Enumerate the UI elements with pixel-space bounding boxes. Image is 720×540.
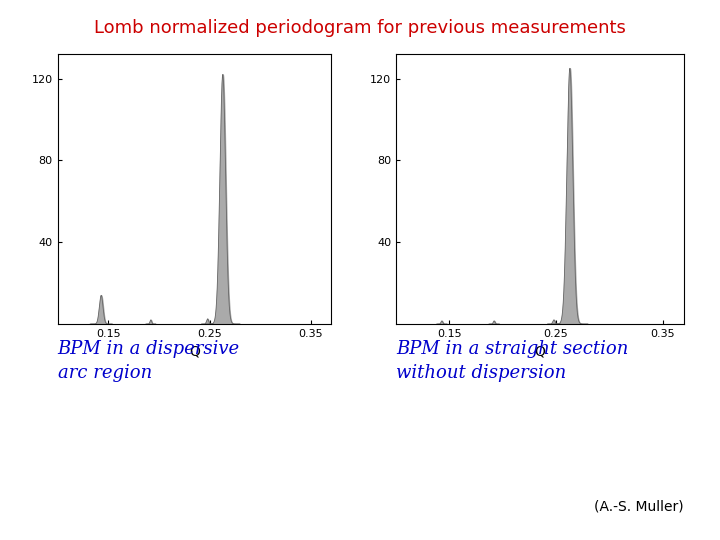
Text: BPM in a straight section
without dispersion: BPM in a straight section without disper… xyxy=(396,340,629,382)
Text: Lomb normalized periodogram for previous measurements: Lomb normalized periodogram for previous… xyxy=(94,19,626,37)
X-axis label: Q: Q xyxy=(189,345,200,359)
Text: BPM in a dispersive
arc region: BPM in a dispersive arc region xyxy=(58,340,240,382)
Text: (A.-S. Muller): (A.-S. Muller) xyxy=(595,499,684,513)
X-axis label: Q: Q xyxy=(534,345,546,359)
